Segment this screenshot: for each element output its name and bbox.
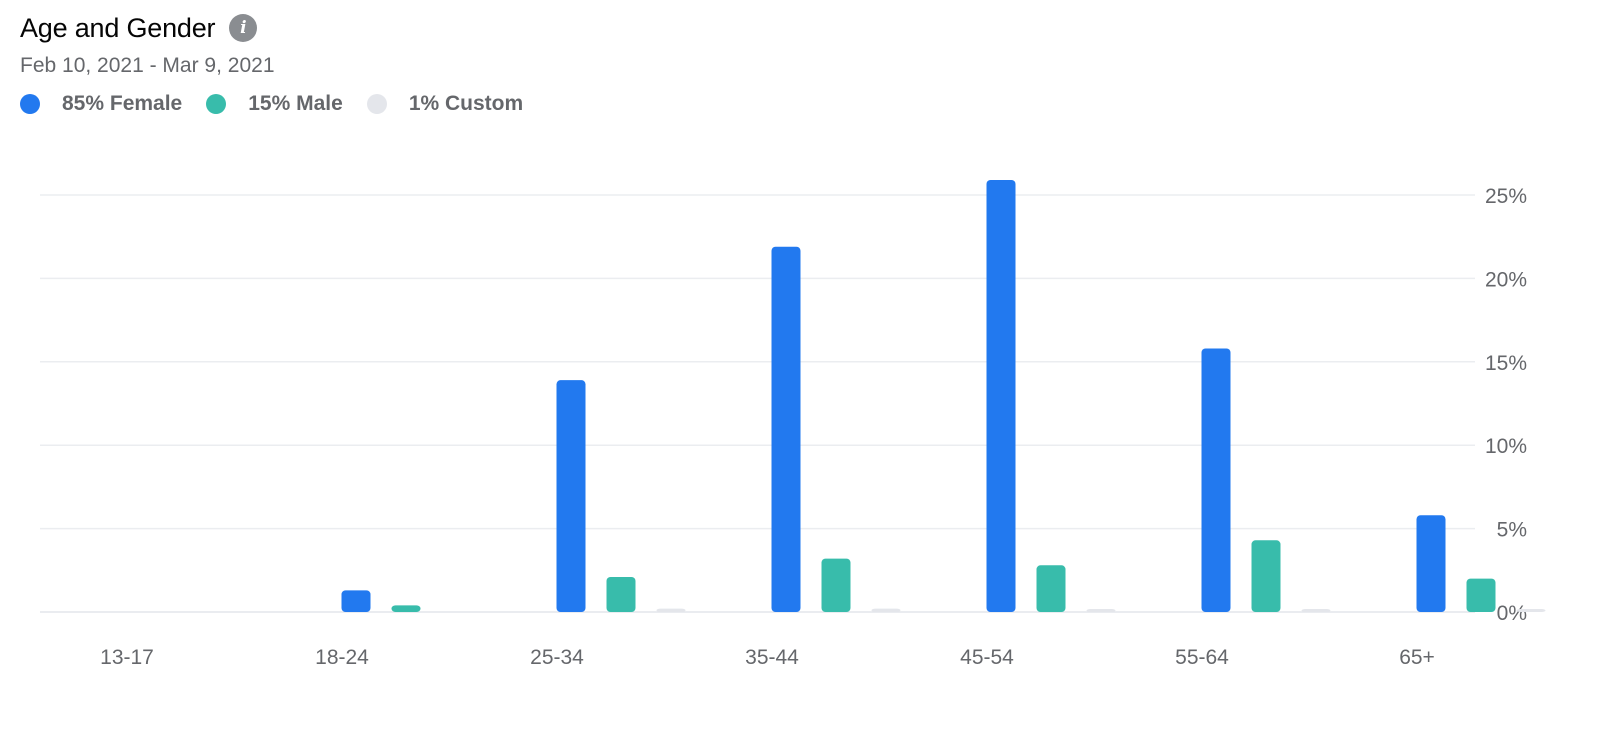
date-range: Feb 10, 2021 - Mar 9, 2021 [20,54,275,77]
bar-male-65+ [1466,578,1496,612]
x-tick-label: 45-54 [960,646,1014,669]
x-tick-label: 65+ [1399,646,1435,669]
legend: 85% Female 15% Male 1% Custom [20,92,547,116]
legend-swatch-male [206,94,227,114]
x-tick-label: 18-24 [315,646,369,669]
x-tick-label: 13-17 [100,646,154,669]
info-icon[interactable]: i [229,14,258,42]
bar-male-18-24 [391,605,421,612]
bar-female-65+ [1416,515,1446,612]
x-tick-label: 55-64 [1175,646,1229,669]
bar-male-25-34 [606,576,636,612]
legend-label-male: 15% Male [248,92,343,115]
y-tick-label: 10% [1485,435,1527,458]
y-tick-label: 15% [1485,352,1527,375]
bar-custom-65+ [1516,609,1546,612]
legend-swatch-custom [366,94,387,114]
x-tick-label: 25-34 [530,646,584,669]
legend-item-male[interactable]: 15% Male [206,92,343,116]
legend-swatch-female [20,94,40,114]
y-tick-label: 0% [1497,602,1527,625]
bar-male-55-64 [1251,540,1281,612]
y-tick-label: 25% [1485,185,1527,208]
bar-male-35-44 [821,558,851,612]
legend-label-female: 85% Female [62,92,183,115]
bar-female-55-64 [1201,348,1231,612]
chart-title: Age and Gender [20,12,216,43]
bar-custom-45-54 [1086,609,1116,612]
y-tick-label: 5% [1497,519,1527,542]
bar-custom-35-44 [871,608,901,612]
bar-female-25-34 [556,380,586,612]
bar-male-45-54 [1036,565,1066,612]
legend-item-female[interactable]: 85% Female [20,92,182,116]
bar-female-18-24 [341,590,371,612]
chart-header: Age and Gender i Feb 10, 2021 - Mar 9, 2… [20,10,547,116]
bar-custom-25-34 [656,608,686,612]
bar-custom-55-64 [1301,609,1331,612]
legend-item-custom[interactable]: 1% Custom [366,92,524,116]
legend-label-custom: 1% Custom [408,92,524,115]
bar-female-45-54 [986,179,1016,612]
x-tick-label: 35-44 [745,646,799,669]
y-tick-label: 20% [1485,268,1527,291]
bar-female-35-44 [771,246,801,612]
